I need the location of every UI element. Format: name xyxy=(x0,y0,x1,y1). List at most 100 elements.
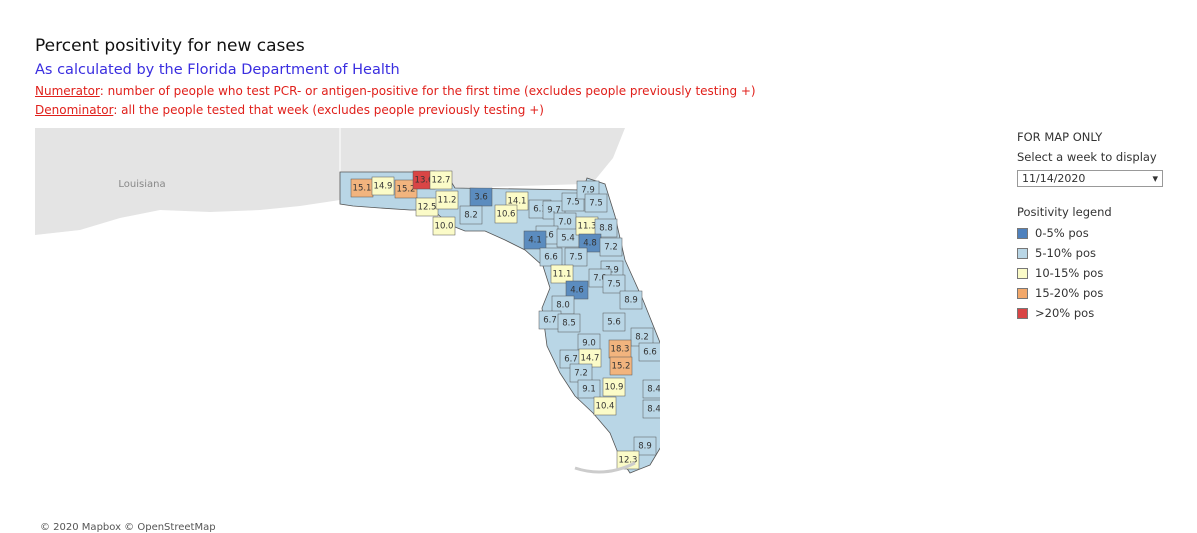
county xyxy=(371,176,395,196)
county xyxy=(584,193,608,213)
legend-item: 10-15% pos xyxy=(1017,263,1163,283)
county xyxy=(642,399,660,419)
county xyxy=(602,312,626,332)
county xyxy=(577,379,601,399)
county-value: 8.8 xyxy=(599,224,613,234)
week-dropdown[interactable]: 11/14/2020 ▾ xyxy=(1017,170,1163,187)
legend: 0-5% pos 5-10% pos 10-15% pos 15-20% pos >20… xyxy=(1017,223,1163,323)
county-value: 7.5 xyxy=(569,253,583,263)
legend-label: 15-20% pos xyxy=(1035,286,1104,300)
county-value: 10.9 xyxy=(605,383,624,393)
caret: ▾ xyxy=(1152,172,1158,185)
county-value: 7.9 xyxy=(605,266,619,276)
county xyxy=(435,190,459,210)
county-value: 7.2 xyxy=(574,369,588,379)
county xyxy=(550,264,574,284)
county-value: 5.6 xyxy=(607,318,621,328)
county-value: 11.3 xyxy=(578,222,597,232)
county-value: 8.9 xyxy=(638,442,652,452)
county-value: 10.6 xyxy=(497,210,516,220)
county-value: 7.2 xyxy=(604,243,618,253)
county xyxy=(602,274,626,294)
county xyxy=(564,247,588,267)
county-value: 9.0 xyxy=(582,339,596,349)
county xyxy=(523,230,547,250)
county xyxy=(593,396,617,416)
county xyxy=(602,377,626,397)
county-value: 10.4 xyxy=(596,402,615,412)
county xyxy=(619,290,643,310)
denominator-line: Denominator: all the people tested that … xyxy=(35,103,544,117)
county-value: 12.5 xyxy=(418,203,437,213)
county-value: 15.1 xyxy=(353,184,372,194)
county xyxy=(557,313,581,333)
legend-label: 10-15% pos xyxy=(1035,266,1104,280)
land xyxy=(35,128,625,235)
county-value: 8.2 xyxy=(635,333,649,343)
region-label: Louisiana xyxy=(118,179,165,190)
county xyxy=(429,170,453,190)
subtitle: As calculated by the Florida Department … xyxy=(35,62,400,78)
county-value: 7.5 xyxy=(566,198,580,208)
legend-swatch xyxy=(1017,307,1028,319)
legend-item: 5-10% pos xyxy=(1017,243,1163,263)
legend-swatch xyxy=(1017,267,1028,279)
county-value: 7.5 xyxy=(589,199,603,209)
county xyxy=(642,379,660,399)
county-value: 8.0 xyxy=(556,301,570,311)
county xyxy=(609,356,633,376)
county-value: 6.6 xyxy=(643,348,657,358)
county-value: 10.0 xyxy=(435,222,454,232)
county xyxy=(565,280,589,300)
county xyxy=(594,218,618,238)
side-panel: FOR MAP ONLY Select a week to display 11… xyxy=(1017,130,1163,323)
definition: : all the people tested that week (exclu… xyxy=(113,103,544,117)
select-label: Select a week to display xyxy=(1017,150,1157,164)
county-value: 14.7 xyxy=(581,354,600,364)
numerator-line: Numerator: number of people who test PCR… xyxy=(35,84,756,98)
county xyxy=(432,216,456,236)
legend-item: 15-20% pos xyxy=(1017,283,1163,303)
county-value: 11.2 xyxy=(438,196,457,206)
county-value: 15.2 xyxy=(612,362,631,372)
legend-swatch xyxy=(1017,227,1028,239)
county-value: 7.0 xyxy=(593,274,607,284)
county-value: 8.5 xyxy=(562,319,576,329)
legend-label: 5-10% pos xyxy=(1035,246,1097,260)
county-value: 7.5 xyxy=(607,280,621,290)
legend-swatch xyxy=(1017,247,1028,259)
county-value: 18.3 xyxy=(611,345,630,355)
county-value: 8.4 xyxy=(647,405,660,415)
county-value: 7.9 xyxy=(581,186,595,196)
legend-label: 0-5% pos xyxy=(1035,226,1089,240)
county-value: 9.7 xyxy=(547,206,561,216)
county xyxy=(599,237,623,257)
county-value: 5.4 xyxy=(561,234,575,244)
county-value: 8.2 xyxy=(464,211,478,221)
county-value: 4.8 xyxy=(583,239,597,249)
county xyxy=(459,205,483,225)
county-value: 5.6 xyxy=(540,231,554,241)
legend-title: Positivity legend xyxy=(1017,205,1112,219)
week-value: 11/14/2020 xyxy=(1022,172,1086,185)
term: Denominator xyxy=(35,103,114,117)
definition: : number of people who test PCR- or anti… xyxy=(99,84,756,98)
legend-item: 0-5% pos xyxy=(1017,223,1163,243)
note: FOR MAP ONLY xyxy=(1017,130,1103,144)
map: Louisiana 15.1 14.9 15.213.612.712.511.210… xyxy=(35,128,660,532)
county-value: 9.1 xyxy=(582,385,596,395)
title: Percent positivity for new cases xyxy=(35,36,305,56)
county-value: 8.9 xyxy=(624,296,638,306)
keys xyxy=(574,461,636,474)
legend-swatch xyxy=(1017,287,1028,299)
county-value: 6.7 xyxy=(543,316,557,326)
county xyxy=(494,204,518,224)
county xyxy=(633,436,657,456)
attribution: © 2020 Mapbox © OpenStreetMap xyxy=(40,522,216,533)
county-value: 11.1 xyxy=(553,270,572,280)
legend-item: >20% pos xyxy=(1017,303,1163,323)
county-value: 7.0 xyxy=(558,218,572,228)
county-value: 13.6 xyxy=(415,176,434,186)
county-value: 15.2 xyxy=(397,185,416,195)
county-value: 3.6 xyxy=(474,193,488,203)
